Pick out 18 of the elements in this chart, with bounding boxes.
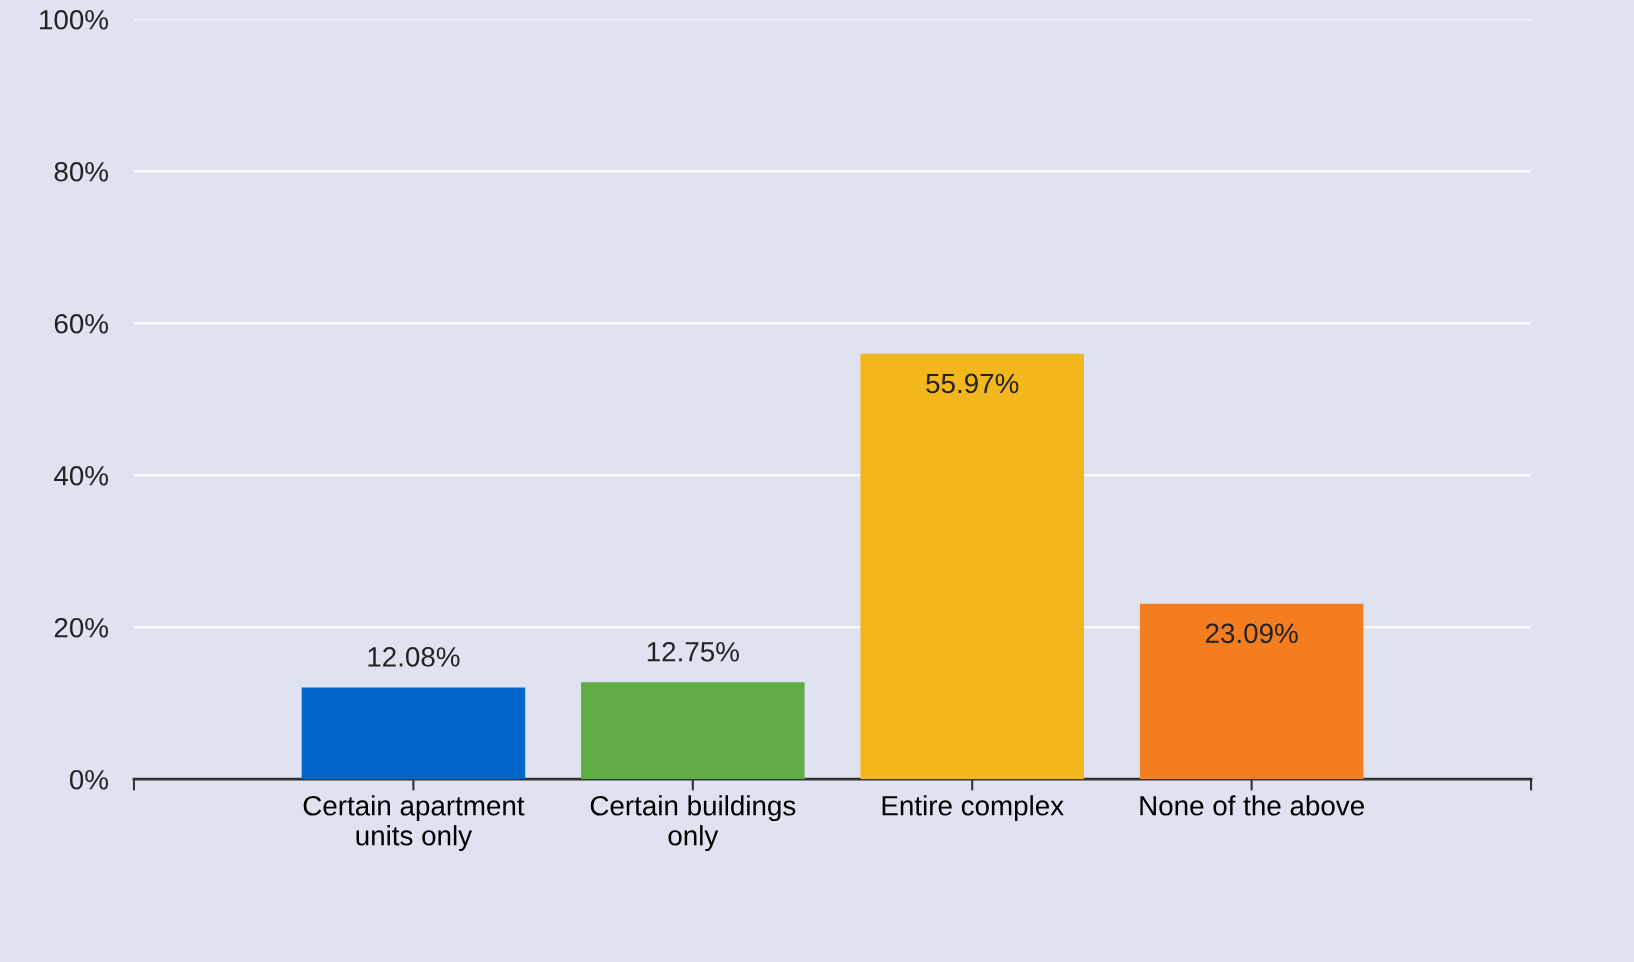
- x-tick-label: Entire complex: [882, 795, 1064, 822]
- data-label: 12.75%: [647, 641, 739, 662]
- y-tick-label: 0%: [69, 769, 108, 790]
- data-label: 55.97%: [926, 373, 1019, 394]
- data-label: 23.09%: [1205, 623, 1298, 644]
- x-tick-label: None of the above: [1140, 795, 1364, 816]
- y-tick-label: 80%: [54, 161, 108, 182]
- bar: [301, 687, 526, 780]
- bar: [1139, 603, 1364, 780]
- y-tick-label: 100%: [40, 9, 108, 30]
- bar: [581, 682, 805, 780]
- data-label: 12.08%: [368, 647, 460, 667]
- bar: [860, 353, 1084, 780]
- x-tick-label: Certain buildings only: [590, 795, 796, 852]
- y-tick-label: 60%: [54, 313, 108, 334]
- x-tick-label: Certain apartment units only: [303, 795, 525, 852]
- y-tick-label: 20%: [54, 617, 108, 638]
- y-tick-label: 40%: [54, 465, 108, 486]
